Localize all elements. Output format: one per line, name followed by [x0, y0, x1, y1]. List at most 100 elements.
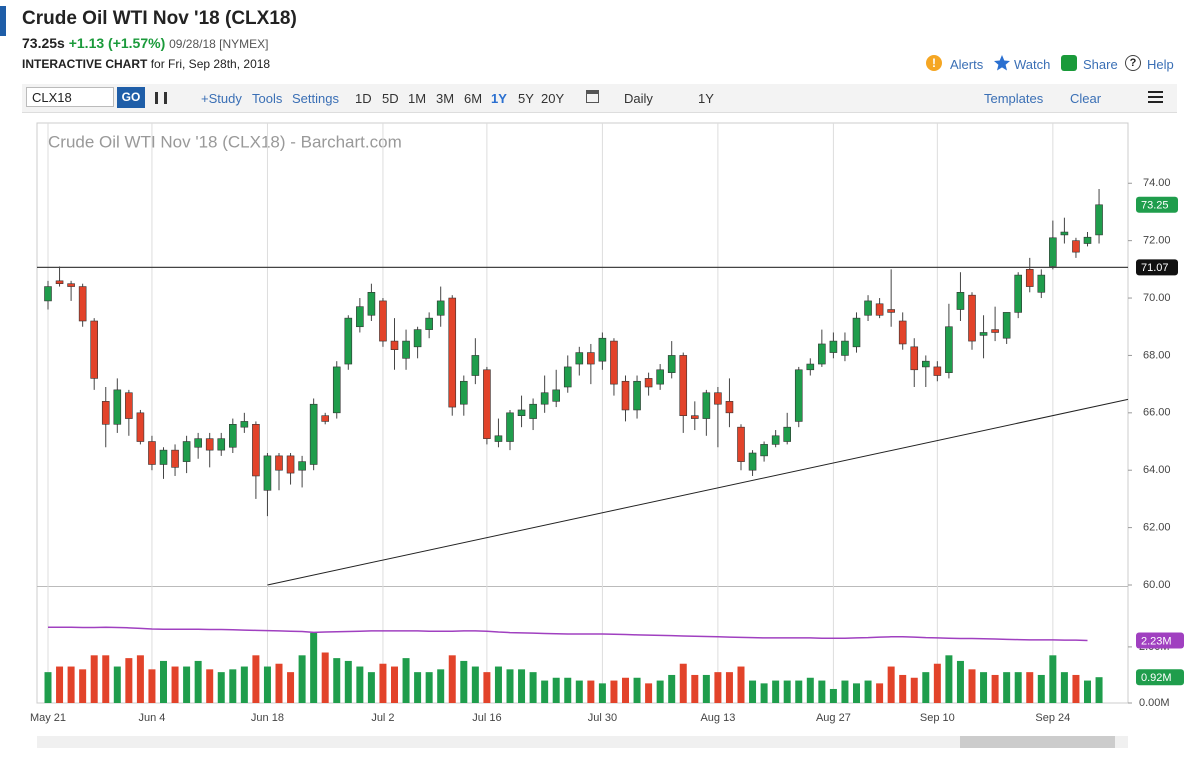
volume-bar [471, 666, 479, 703]
volume-bar [1003, 672, 1011, 703]
candle-body [598, 337, 607, 362]
candle-body [494, 435, 503, 442]
templates-button[interactable]: Templates [984, 91, 1044, 106]
candle-body [55, 280, 64, 284]
candle-body [783, 426, 792, 442]
volume-last-label-box [1136, 669, 1184, 686]
help-icon[interactable]: ? [1125, 55, 1141, 71]
candle-body [448, 297, 457, 408]
candle-body [90, 320, 98, 379]
volume-bar [1049, 655, 1057, 703]
volume-bar [171, 666, 179, 703]
trendline [267, 398, 1129, 586]
volume-bar [564, 677, 572, 703]
help-link[interactable]: Help [1147, 57, 1174, 72]
volume-bar [1026, 672, 1034, 703]
volume-bar [344, 660, 352, 703]
calendar-icon[interactable] [586, 90, 599, 103]
period-button[interactable]: 20Y [541, 91, 565, 106]
candle-body [436, 300, 445, 316]
volume-bar [541, 680, 549, 703]
study-button[interactable]: +Study [201, 91, 242, 106]
candle-body [263, 455, 272, 491]
volume-bar [437, 669, 445, 703]
chart-watermark: Crude Oil WTI Nov '18 (CLX18) - Barchart… [48, 132, 402, 151]
chart-label: INTERACTIVE CHART [22, 57, 148, 71]
share-icon[interactable] [1061, 55, 1077, 71]
period-button[interactable]: 1M [408, 91, 427, 106]
volume-bar [448, 655, 456, 703]
volume-bar [679, 663, 687, 703]
toolbar: CLX18 GO +Study Tools Settings 1D 5D 1M 3M 6… [22, 84, 1177, 113]
volume-bar [367, 672, 375, 703]
chart-for: for Fri, Sep 28th, 2018 [150, 57, 271, 71]
y-tick-label: 72.00 [1143, 235, 1171, 247]
go-button[interactable]: GO [117, 87, 145, 108]
volume-bar [333, 658, 341, 703]
candle-body [910, 346, 919, 371]
symbol-input[interactable]: CLX18 [26, 87, 114, 107]
volume-bar [622, 677, 629, 703]
clear-button[interactable]: Clear [1070, 91, 1102, 106]
tools-button[interactable]: Tools [252, 91, 283, 106]
share-link[interactable]: Share [1083, 57, 1118, 72]
volume-bar [795, 680, 803, 703]
y-tick-label: 62.00 [1143, 522, 1171, 534]
volume-bar [483, 672, 491, 703]
volume-bar [783, 680, 791, 703]
volume-bar [194, 660, 202, 703]
scrollbar-track[interactable] [37, 736, 1128, 748]
period-button[interactable]: 3M [436, 91, 455, 106]
volume-bar [1084, 680, 1091, 703]
candle-body [898, 320, 907, 345]
last-price-label-box [1136, 196, 1178, 213]
candle-body [852, 317, 861, 348]
candle-body [829, 340, 838, 353]
volume-bar [945, 655, 953, 703]
candle-body [148, 441, 156, 465]
candle-body [529, 403, 537, 419]
volume-bar [656, 680, 664, 703]
volume-bar [829, 688, 837, 703]
candle-body [563, 366, 572, 388]
y-tick-label: 0.00M [1139, 697, 1170, 709]
candle-body [991, 329, 999, 333]
menu-icon[interactable] [1148, 91, 1163, 93]
plot-frame [36, 122, 1129, 704]
chart-type-icon[interactable] [155, 92, 167, 104]
volume-bar [991, 674, 999, 703]
volume-bar [806, 677, 814, 703]
period-button[interactable]: 6M [464, 91, 483, 106]
candle-body [194, 438, 202, 448]
period-button[interactable]: 1Y [491, 91, 507, 106]
volume-bar [183, 666, 191, 703]
candle-body [67, 283, 75, 287]
scrollbar-thumb[interactable] [960, 736, 1115, 748]
watch-link[interactable]: Watch [1014, 57, 1051, 72]
price-change: +1.13 (+1.57%) [68, 35, 166, 51]
range-select[interactable]: 1Y [698, 91, 714, 106]
alerts-link[interactable]: Alerts [950, 57, 984, 72]
settings-button[interactable]: Settings [292, 91, 339, 106]
period-button[interactable]: 1D [355, 91, 372, 106]
y-tick-label: 70.00 [1143, 292, 1171, 304]
alert-icon[interactable]: ! [926, 55, 942, 71]
volume-bar [702, 674, 710, 703]
candle-body [979, 332, 988, 336]
x-tick-label: Aug 27 [816, 712, 851, 724]
level-label: 71.07 [1141, 262, 1169, 274]
volume-bar [933, 663, 941, 703]
volume-bar [737, 666, 745, 703]
volume-bar [714, 672, 722, 703]
period-button[interactable]: 5Y [518, 91, 534, 106]
period-button[interactable]: 5D [382, 91, 399, 106]
candle-body [841, 340, 849, 356]
candle-body [748, 452, 757, 471]
candle-body [806, 363, 815, 371]
watch-icon[interactable] [993, 54, 1011, 72]
candle-body [968, 294, 976, 342]
candle-body [113, 389, 122, 425]
candle-body [633, 380, 641, 411]
volume-bar [691, 674, 699, 703]
interval-select[interactable]: Daily [624, 91, 653, 106]
